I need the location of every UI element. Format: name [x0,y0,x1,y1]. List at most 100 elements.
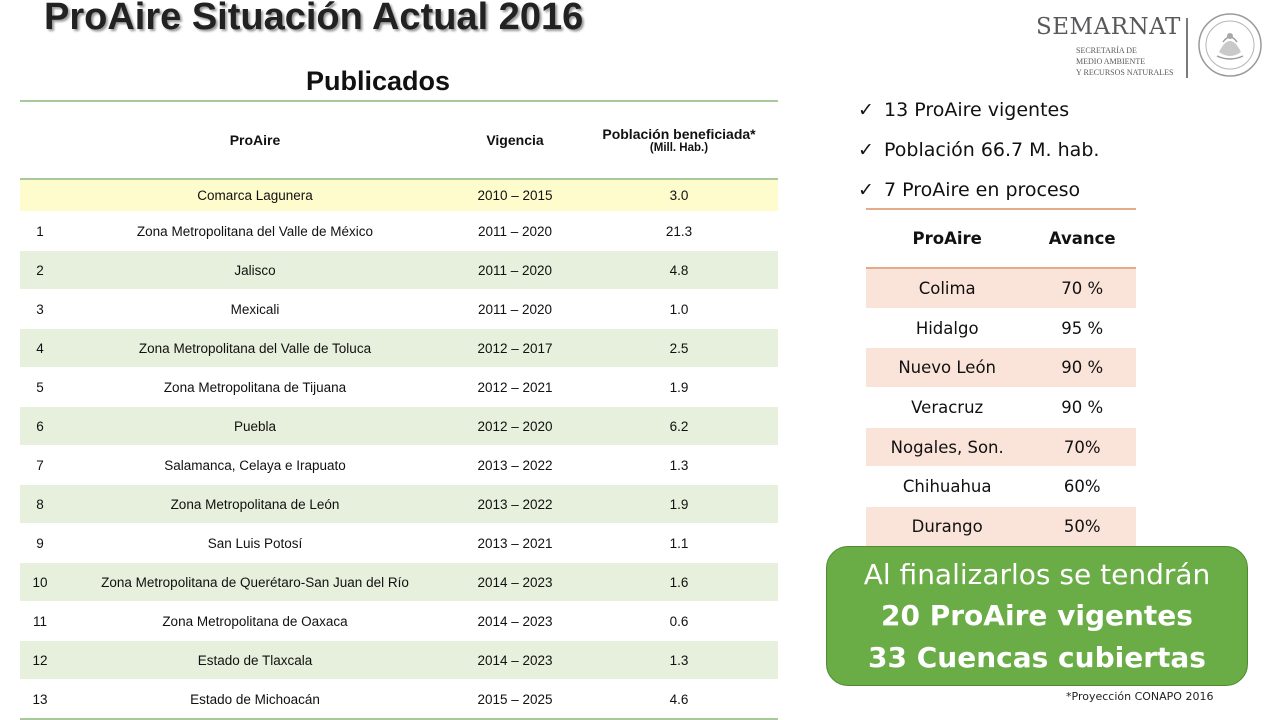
logo-brand: SEMARNAT [1036,14,1181,40]
section-subtitle: Publicados [306,66,451,96]
cell-vigencia: 2015 – 2025 [450,679,580,720]
cell-poblacion: 3.0 [580,179,778,212]
logo-divider [1186,18,1188,78]
table-row: 10 Zona Metropolitana de Querétaro-San Ju… [20,562,778,602]
progress-cell-avance: 90 % [1028,387,1136,428]
progress-row: Durango 50% [866,506,1136,547]
table-row: Comarca Lagunera 2010 – 2015 3.0 [20,179,778,212]
checklist-text: 13 ProAire vigentes [884,99,1070,121]
cell-proaire: Estado de Tlaxcala [60,640,450,680]
progress-cell-name: Hidalgo [866,308,1029,349]
cell-proaire: Zona Metropolitana de Oaxaca [60,601,450,641]
cell-vigencia: 2014 – 2023 [450,562,580,602]
progress-cell-avance: 95 % [1028,308,1136,349]
cell-proaire: Salamanca, Celaya e Irapuato [60,445,450,485]
cell-number: 5 [20,367,60,407]
progress-cell-avance: 70% [1028,427,1136,468]
cell-proaire: Estado de Michoacán [60,679,450,720]
cell-poblacion: 0.6 [580,601,778,641]
cell-vigencia: 2011 – 2020 [450,250,580,290]
footnote: *Proyección CONAPO 2016 [1066,690,1214,703]
cell-vigencia: 2011 – 2020 [450,211,580,251]
cell-number [20,179,60,212]
cell-poblacion: 1.9 [580,367,778,407]
cell-vigencia: 2010 – 2015 [450,179,580,212]
checkmark-icon: ✓ [858,99,874,121]
logo-line-2: MEDIO AMBIENTE [1076,57,1146,66]
progress-cell-name: Durango [866,506,1029,547]
cell-vigencia: 2012 – 2017 [450,328,580,368]
cell-number: 2 [20,250,60,290]
cell-poblacion: 1.0 [580,289,778,329]
progress-header-proaire: ProAire [866,208,1029,269]
progress-cell-name: Veracruz [866,387,1029,428]
cell-poblacion: 21.3 [580,211,778,251]
table-row: 9 San Luis Potosí 2013 – 2021 1.1 [20,523,778,563]
progress-header-avance: Avance [1028,208,1136,269]
cell-poblacion: 1.3 [580,445,778,485]
progress-cell-avance: 90 % [1028,347,1136,389]
callout-line-3: 33 Cuencas cubiertas [868,641,1206,674]
cell-vigencia: 2013 – 2022 [450,484,580,524]
progress-cell-name: Chihuahua [866,466,1029,508]
cell-proaire: Zona Metropolitana del Valle de Toluca [60,328,450,368]
cell-proaire: Zona Metropolitana de León [60,484,450,524]
header-vigencia: Vigencia [450,100,580,180]
cell-poblacion: 1.6 [580,562,778,602]
coat-of-arms-seal-icon [1198,13,1262,77]
cell-poblacion: 1.1 [580,523,778,563]
cell-number: 3 [20,289,60,329]
cell-proaire: Zona Metropolitana de Querétaro-San Juan… [60,562,450,602]
checklist-text: 7 ProAire en proceso [884,179,1081,201]
summary-checklist: ✓ 13 ProAire vigentes ✓ Población 66.7 M. h… [858,90,1099,210]
cell-poblacion: 1.3 [580,640,778,680]
checklist-item: ✓ Población 66.7 M. hab. [858,130,1099,170]
page-title: ProAire Situación Actual 2016 [44,0,584,38]
header-poblacion-unit: (Mill. Hab.) [649,142,709,154]
cell-proaire: Comarca Lagunera [60,179,450,212]
checklist-text: Población 66.7 M. hab. [884,139,1100,161]
table-row: 8 Zona Metropolitana de León 2013 – 2022 1.… [20,484,778,524]
progress-cell-name: Colima [866,268,1029,309]
cell-proaire: San Luis Potosí [60,523,450,563]
checklist-item: ✓ 7 ProAire en proceso [858,170,1099,210]
cell-poblacion: 1.9 [580,484,778,524]
cell-vigencia: 2012 – 2020 [450,406,580,446]
header-proaire: ProAire [60,100,450,180]
table-row: 11 Zona Metropolitana de Oaxaca 2014 – 202… [20,601,778,641]
table-row: 5 Zona Metropolitana de Tijuana 2012 – 202… [20,367,778,407]
progress-cell-name: Nogales, Son. [866,427,1029,468]
progress-row: Veracruz 90 % [866,387,1136,428]
cell-vigencia: 2014 – 2023 [450,640,580,680]
cell-poblacion: 6.2 [580,406,778,446]
cell-number: 10 [20,562,60,602]
table-row: 4 Zona Metropolitana del Valle de Toluca 2… [20,328,778,368]
cell-vigencia: 2014 – 2023 [450,601,580,641]
table-row: 7 Salamanca, Celaya e Irapuato 2013 – 2022… [20,445,778,485]
cell-number: 9 [20,523,60,563]
proaire-progress-table: ProAire Avance Colima 70 % Hidalgo 95 % Nuev… [866,208,1136,547]
conclusion-callout: Al finalizarlos se tendrán 20 ProAire vi… [826,546,1248,686]
table-header-row: ProAire Vigencia Población beneficiada* … [20,100,778,180]
progress-cell-avance: 60% [1028,466,1136,508]
semarnat-logo: SEMARNAT SECRETARÍA DE MEDIO AMBIENTE Y … [1020,10,1262,85]
logo-line-1: SECRETARÍA DE [1076,46,1137,55]
progress-cell-avance: 50% [1028,506,1136,547]
header-number [20,100,60,180]
callout-line-1: Al finalizarlos se tendrán [863,558,1211,591]
table-row: 2 Jalisco 2011 – 2020 4.8 [20,250,778,290]
cell-vigencia: 2011 – 2020 [450,289,580,329]
progress-row: Chihuahua 60% [866,466,1136,508]
table-row: 13 Estado de Michoacán 2015 – 2025 4.6 [20,679,778,720]
progress-header-row: ProAire Avance [866,208,1136,269]
table-row: 6 Puebla 2012 – 2020 6.2 [20,406,778,446]
table-row: 12 Estado de Tlaxcala 2014 – 2023 1.3 [20,640,778,680]
progress-row: Colima 70 % [866,268,1136,309]
progress-row: Hidalgo 95 % [866,308,1136,349]
progress-cell-avance: 70 % [1028,268,1136,309]
cell-poblacion: 4.8 [580,250,778,290]
progress-row: Nuevo León 90 % [866,347,1136,389]
cell-proaire: Mexicali [60,289,450,329]
cell-number: 1 [20,211,60,251]
callout-line-2: 20 ProAire vigentes [881,599,1193,632]
